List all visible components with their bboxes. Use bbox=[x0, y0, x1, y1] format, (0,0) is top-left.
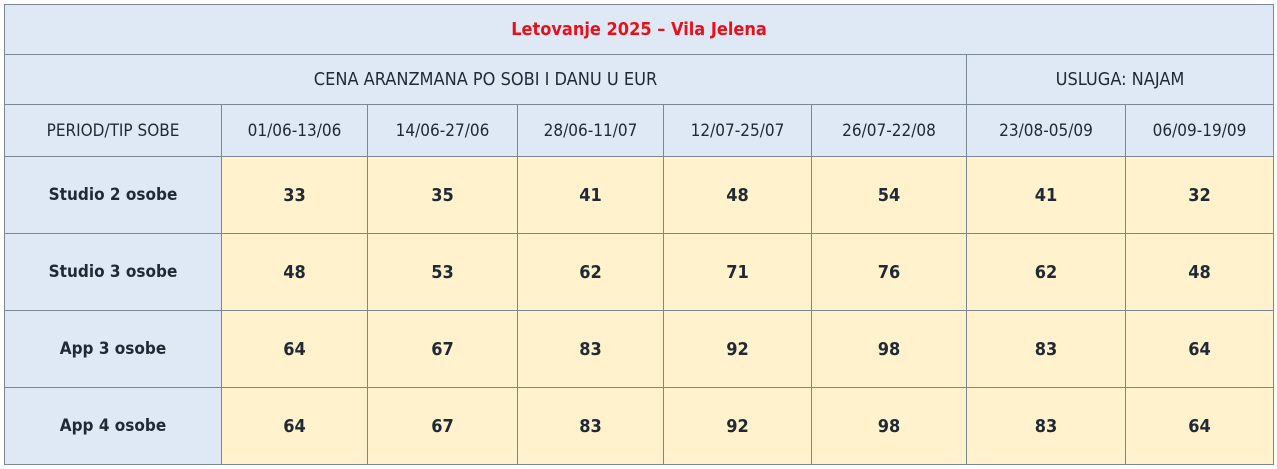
price-cell: 64 bbox=[1124, 310, 1275, 388]
price-cell: 83 bbox=[966, 310, 1126, 388]
price-cell: 71 bbox=[663, 233, 812, 311]
price-table-container: Letovanje 2025 – Vila Jelena CENA ARANZM… bbox=[3, 4, 1275, 465]
price-group-header: CENA ARANZMANA PO SOBI I DANU U EUR bbox=[4, 54, 967, 105]
room-type-label: App 4 osobe bbox=[4, 387, 222, 465]
price-cell: 54 bbox=[811, 156, 967, 234]
table-row: Studio 2 osobe 33 35 41 48 54 41 32 bbox=[4, 156, 1275, 234]
price-cell: 64 bbox=[1124, 387, 1275, 465]
table-row: App 4 osobe 64 67 83 92 98 83 64 bbox=[4, 387, 1275, 465]
period-header: 06/09-19/09 bbox=[1124, 104, 1275, 157]
price-cell: 98 bbox=[811, 387, 967, 465]
table-title: Letovanje 2025 – Vila Jelena bbox=[3, 4, 1275, 55]
room-type-label: App 3 osobe bbox=[4, 310, 222, 388]
price-cell: 41 bbox=[517, 156, 664, 234]
price-cell: 33 bbox=[221, 156, 368, 234]
price-cell: 35 bbox=[367, 156, 518, 234]
period-header: 12/07-25/07 bbox=[663, 104, 812, 157]
price-cell: 98 bbox=[811, 310, 967, 388]
row-header-label: PERIOD/TIP SOBE bbox=[4, 104, 222, 157]
price-cell: 32 bbox=[1124, 156, 1275, 234]
price-cell: 83 bbox=[517, 310, 664, 388]
price-cell: 67 bbox=[367, 310, 518, 388]
period-header: 01/06-13/06 bbox=[221, 104, 368, 157]
price-cell: 67 bbox=[367, 387, 518, 465]
price-cell: 53 bbox=[367, 233, 518, 311]
price-cell: 62 bbox=[966, 233, 1126, 311]
table-row: Studio 3 osobe 48 53 62 71 76 62 48 bbox=[4, 233, 1275, 311]
service-group-header: USLUGA: NAJAM bbox=[965, 54, 1275, 105]
room-type-label: Studio 3 osobe bbox=[4, 233, 222, 311]
price-cell: 48 bbox=[1124, 233, 1275, 311]
price-cell: 76 bbox=[811, 233, 967, 311]
period-header: 23/08-05/09 bbox=[966, 104, 1126, 157]
price-cell: 83 bbox=[966, 387, 1126, 465]
room-type-label: Studio 2 osobe bbox=[4, 156, 222, 234]
period-header: 26/07-22/08 bbox=[811, 104, 967, 157]
period-header: 28/06-11/07 bbox=[517, 104, 664, 157]
table-row: App 3 osobe 64 67 83 92 98 83 64 bbox=[4, 310, 1275, 388]
price-cell: 48 bbox=[221, 233, 368, 311]
price-cell: 92 bbox=[663, 310, 812, 388]
price-cell: 92 bbox=[663, 387, 812, 465]
price-cell: 48 bbox=[663, 156, 812, 234]
price-cell: 64 bbox=[221, 310, 368, 388]
price-cell: 41 bbox=[966, 156, 1126, 234]
price-cell: 62 bbox=[517, 233, 664, 311]
price-cell: 64 bbox=[221, 387, 368, 465]
price-table: Letovanje 2025 – Vila Jelena CENA ARANZM… bbox=[3, 4, 1275, 465]
period-header: 14/06-27/06 bbox=[367, 104, 518, 157]
price-cell: 83 bbox=[517, 387, 664, 465]
